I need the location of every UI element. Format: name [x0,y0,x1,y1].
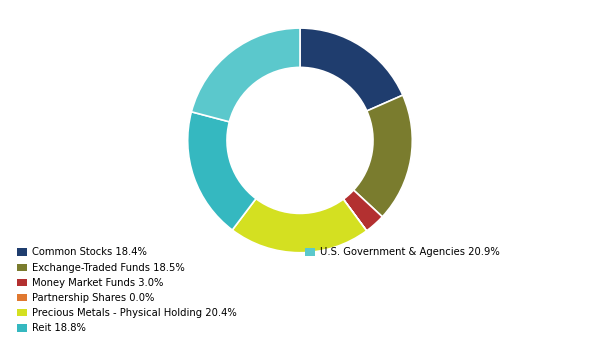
Wedge shape [343,190,382,231]
Wedge shape [353,95,412,217]
Legend: U.S. Government & Agencies 20.9%: U.S. Government & Agencies 20.9% [305,247,500,257]
Wedge shape [188,112,256,230]
Wedge shape [300,28,403,111]
Wedge shape [343,199,367,231]
Wedge shape [232,199,367,253]
Wedge shape [191,28,300,122]
